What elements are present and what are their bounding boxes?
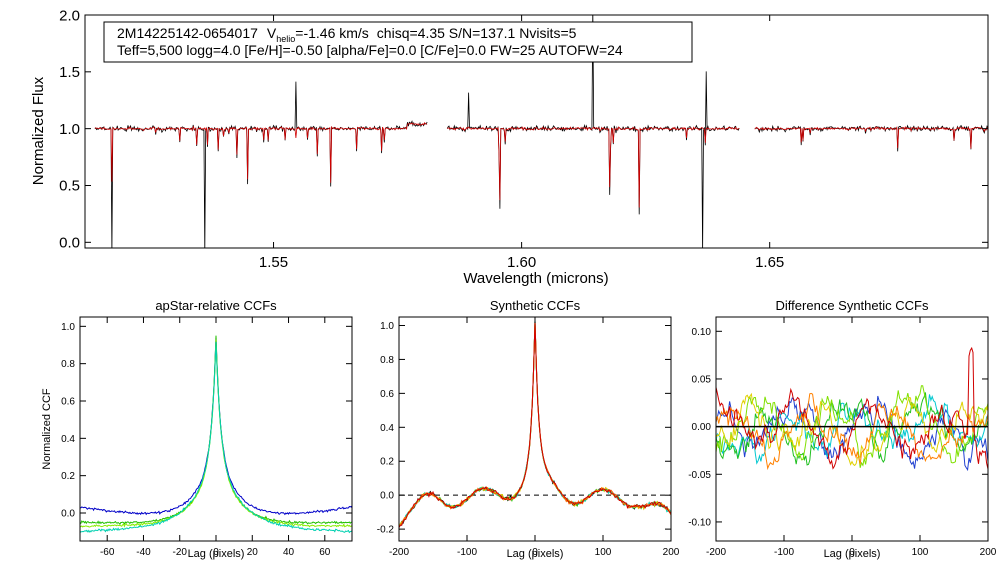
synthetic-ccf-series-cyan <box>399 320 671 527</box>
synthetic-ccf-ytick-label: -0.2 <box>377 525 395 536</box>
synthetic-ccf-ytick-label: 0.6 <box>380 389 394 400</box>
difference-ccf-curves <box>716 346 988 472</box>
spectrum-annotation-box <box>103 21 693 63</box>
difference-ccf-xtick-label: 100 <box>912 547 929 558</box>
apstar-ccf-xlabel: Lag (pixels) <box>188 548 245 560</box>
spectrum-model-line <box>447 126 740 208</box>
spectrum-xtick-label: 1.60 <box>507 254 536 271</box>
spectrum-xlabel: Wavelength (microns) <box>463 270 608 287</box>
spectrum-xtick-label: 1.55 <box>259 254 288 271</box>
difference-ccf-series-red <box>716 346 988 470</box>
synthetic-ccf-ytick-label: 0.0 <box>380 491 394 502</box>
synthetic-ccf-ytick-label: 0.2 <box>380 457 394 468</box>
fit-stats: chisq=4.35 S/N=137.1 Nvisits=5 <box>377 25 577 41</box>
spectrum-ytick-label: 2.0 <box>59 7 80 24</box>
difference-ccf-axes: -200 -100 0 100 200 -0.10 -0.05 0.00 0.05 0.10 <box>688 317 997 558</box>
difference-ccf-ytick-label: 0.00 <box>692 422 712 433</box>
spectrum-observed-line <box>94 81 428 248</box>
difference-ccf-title: Difference Synthetic CCFs <box>776 298 929 313</box>
spectrum-curves <box>94 15 988 248</box>
spectrum-ytick-label: 0.0 <box>59 235 80 252</box>
apstar-ccf-ytick-label: 0.0 <box>61 509 75 520</box>
apstar-ccf-xtick-label: 40 <box>283 547 295 558</box>
difference-ccf-series-lime <box>716 385 988 468</box>
apstar-ccf-series-cyan <box>80 341 352 534</box>
apstar-ccf-xtick-label: -60 <box>100 547 115 558</box>
synthetic-ccf-title: Synthetic CCFs <box>490 298 581 313</box>
spectrum-annotation-line-2: Teff=5,500 logg=4.0 [Fe/H]=-0.50 [alpha/… <box>117 42 623 58</box>
apstar-ccf-ytick-label: 0.8 <box>61 359 75 370</box>
spectrum-ytick-label: 0.5 <box>59 178 80 195</box>
synthetic-ccf-series-yellow <box>399 321 671 528</box>
apstar-ccf-series-green <box>80 335 352 526</box>
difference-ccf-ytick-label: 0.10 <box>692 327 712 338</box>
difference-ccf-xtick-label: -100 <box>774 547 794 558</box>
spectrum-axes: 1.55 1.60 1.65 0.0 0.5 1.0 1.5 2.0 <box>59 7 988 271</box>
difference-ccf-xtick-label: -200 <box>706 547 726 558</box>
difference-ccf-ytick-label: 0.05 <box>692 374 712 385</box>
difference-ccf-series-orange <box>716 392 988 471</box>
apstar-ccf-curves <box>80 335 352 534</box>
synthetic-ccf-xtick-label: 0 <box>532 547 538 558</box>
synthetic-ccf-xtick-label: 100 <box>595 547 612 558</box>
apstar-ccf-ytick-label: 1.0 <box>61 322 75 333</box>
vhelio-subscript: helio <box>276 34 295 44</box>
synthetic-ccf-xtick-label: -100 <box>457 547 477 558</box>
synthetic-ccf-xtick-label: 200 <box>663 547 680 558</box>
synthetic-ccf-panel: -200 -100 0 100 200 -0.2 0.0 0.2 0.4 0.6 0.8 1.0 Sy… <box>377 298 680 560</box>
spectrum-model-line <box>754 125 988 149</box>
apstar-ccf-ytick-label: 0.4 <box>61 434 75 445</box>
apstar-ccf-xtick-label: 20 <box>247 547 259 558</box>
vhelio-value: =-1.46 km/s <box>295 25 369 41</box>
difference-ccf-ytick-label: -0.10 <box>688 517 711 528</box>
synthetic-ccf-ytick-label: 1.0 <box>380 321 394 332</box>
spectrum-annotation-line-1: 2M14225142-0654017 Vhelio=-1.46 km/s chisq… <box>117 25 577 44</box>
synthetic-ccf-ytick-label: 0.4 <box>380 423 394 434</box>
vhelio-symbol: V <box>267 25 277 41</box>
difference-ccf-series-yellow <box>716 392 988 467</box>
spectrum-ytick-label: 1.0 <box>59 121 80 138</box>
apstar-ccf-xtick-label: 0 <box>213 547 219 558</box>
apstar-ccf-ytick-label: 0.2 <box>61 471 75 482</box>
apstar-ccf-ylabel: Normalized CCF <box>41 388 53 470</box>
spectrum-ytick-label: 1.5 <box>59 64 80 81</box>
synthetic-ccf-curves <box>399 320 671 528</box>
star-id: 2M14225142-0654017 <box>117 25 258 41</box>
apstar-ccf-panel: -60 -40 -20 0 20 40 60 0.0 0.2 0.4 0.6 0.8 1.0 apSta… <box>41 298 353 560</box>
difference-ccf-ytick-label: -0.05 <box>688 470 711 481</box>
apstar-ccf-xtick-label: -40 <box>136 547 151 558</box>
apstar-ccf-axes: -60 -40 -20 0 20 40 60 0.0 0.2 0.4 0.6 0.8 1.0 <box>61 317 352 558</box>
synthetic-ccf-xlabel: Lag (pixels) <box>507 548 564 560</box>
apstar-ccf-xtick-label: 60 <box>319 547 331 558</box>
difference-ccf-xtick-label: 0 <box>849 547 855 558</box>
spectrum-observed-line <box>754 124 988 152</box>
synthetic-ccf-axes: -200 -100 0 100 200 -0.2 0.0 0.2 0.4 0.6 0.8 1.0 <box>377 317 680 558</box>
difference-ccf-xtick-label: 200 <box>980 547 997 558</box>
spectrum-model-line <box>94 122 428 183</box>
spectrum-plot-frame <box>84 14 989 249</box>
difference-ccf-xlabel: Lag (pixels) <box>824 548 881 560</box>
apstar-ccf-title: apStar-relative CCFs <box>155 298 277 313</box>
apstar-ccf-xtick-label: -20 <box>173 547 188 558</box>
synthetic-ccf-xtick-label: -200 <box>389 547 409 558</box>
spectrum-panel: 1.55 1.60 1.65 0.0 0.5 1.0 1.5 2.0 2M14225142-0… <box>30 7 989 287</box>
difference-ccf-panel: -200 -100 0 100 200 -0.10 -0.05 0.00 0.05 0.10 Di… <box>688 298 997 560</box>
apstar-ccf-series-lime <box>80 339 352 528</box>
synthetic-ccf-ytick-label: 0.8 <box>380 355 394 366</box>
apstar-ccf-ytick-label: 0.6 <box>61 397 75 408</box>
spectrum-ylabel: Normalized Flux <box>30 76 47 185</box>
spectrum-xtick-label: 1.65 <box>755 254 784 271</box>
apstar-ccf-series-blue <box>80 337 352 516</box>
